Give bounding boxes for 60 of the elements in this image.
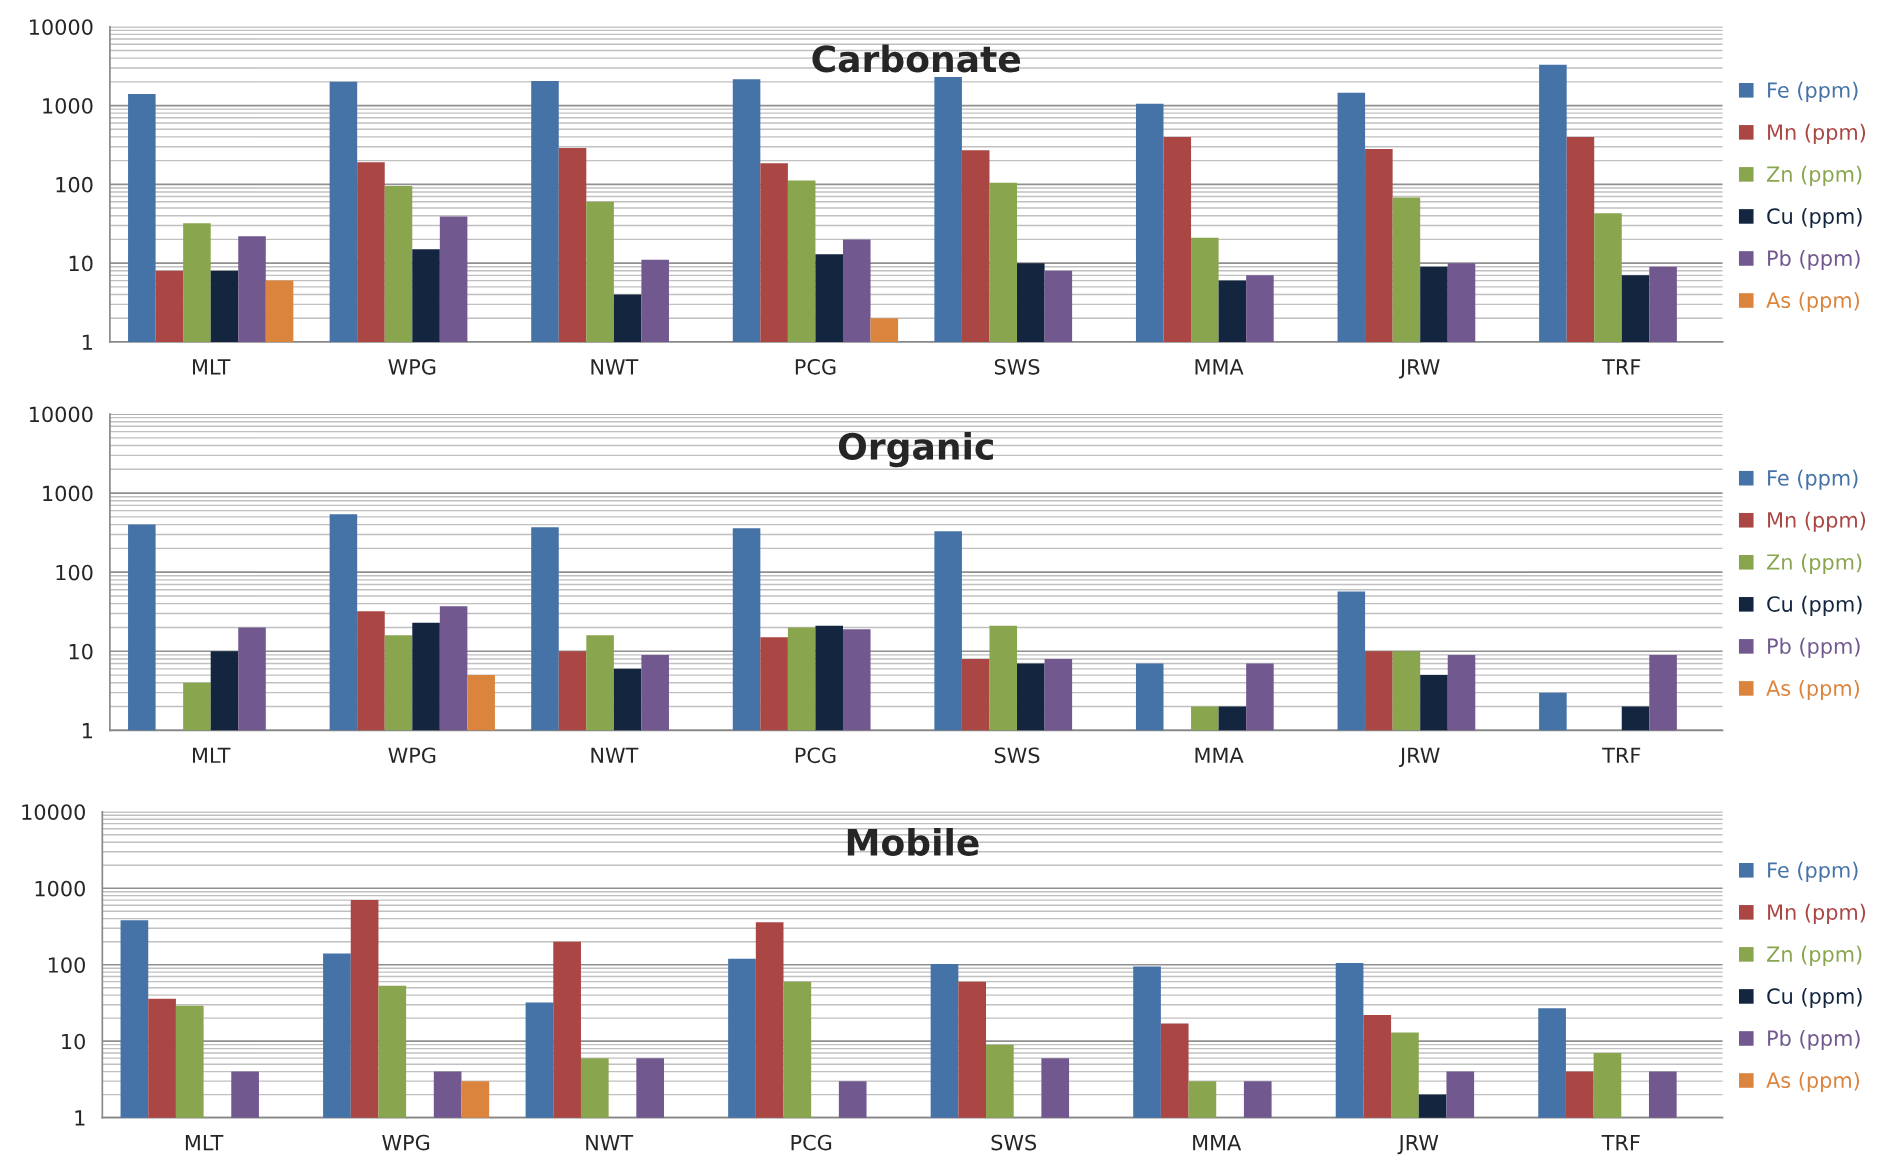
chart-title: Organic — [838, 432, 993, 468]
x-tick-label: PCG — [795, 358, 836, 375]
x-tick-label: WPG — [388, 747, 436, 764]
legend-label: Zn (ppm) — [1767, 945, 1862, 967]
x-tick-label: MMA — [1195, 747, 1244, 763]
x-tick-label: MMA — [1195, 359, 1244, 375]
legend-label: Mn (ppm) — [1768, 123, 1866, 144]
legend-label: Cu (ppm) — [1767, 595, 1862, 616]
y-tick-label: 10 — [69, 643, 93, 660]
legend-label: As (ppm) — [1766, 679, 1859, 701]
x-tick-label: WPG — [382, 1134, 430, 1151]
chart-title: Mobile — [847, 828, 979, 856]
text: Fe (ppm) — [1768, 861, 1858, 882]
x-tick-label: JRW — [1397, 1134, 1439, 1155]
y-tick-label: 1000 — [35, 880, 85, 897]
y-tick-label: 10000 — [22, 804, 85, 820]
y-tick-label: 10 — [69, 255, 93, 272]
y-tick-label: 100 — [48, 957, 85, 973]
x-tick-label: SWS — [994, 358, 1040, 375]
x-tick-label: MLT — [193, 359, 231, 375]
x-tick-label: MMA — [1193, 1134, 1242, 1151]
y-tick-label: 10000 — [29, 406, 93, 423]
legend-label: Cu (ppm) — [1767, 987, 1862, 1009]
legend-label: Pb (ppm) — [1768, 249, 1860, 271]
x-tick-label: TRF — [1601, 1134, 1640, 1151]
x-tick-label: JRW — [1398, 747, 1440, 768]
x-tick-label: MLT — [185, 1134, 224, 1151]
y-tick-label: 10000 — [29, 19, 93, 35]
x-tick-label: NWT — [586, 1134, 634, 1151]
y-tick-label: 10 — [62, 1033, 85, 1050]
text: Fe (ppm) — [1768, 469, 1858, 490]
x-tick-label: SWS — [991, 1134, 1037, 1151]
x-tick-label: WPG — [388, 358, 436, 375]
y-tick-label: 1 — [82, 723, 93, 739]
legend-label: Cu (ppm) — [1767, 207, 1862, 229]
legend-label: Mn (ppm) — [1768, 511, 1866, 532]
legend-label: Zn (ppm) — [1766, 553, 1862, 574]
legend-label: Zn (ppm) — [1766, 165, 1862, 186]
x-tick-label: NWT — [591, 747, 639, 763]
x-tick-label: PCG — [795, 747, 836, 764]
y-tick-label: 100 — [56, 176, 93, 193]
y-tick-label: 100 — [56, 564, 93, 581]
x-tick-label: JRW — [1398, 359, 1440, 379]
y-tick-label: 1000 — [43, 485, 93, 502]
legend-label: As (ppm) — [1766, 291, 1859, 313]
chart-title: Carbonate — [812, 44, 1021, 73]
y-tick-label: 1 — [82, 334, 93, 350]
y-tick-label: 1 — [75, 1110, 85, 1126]
x-tick-label: NWT — [591, 359, 639, 375]
x-tick-label: SWS — [994, 747, 1040, 764]
x-tick-label: TRF — [1602, 359, 1641, 375]
legend-label: Pb (ppm) — [1768, 1029, 1860, 1051]
legend-label: Mn (ppm) — [1768, 903, 1866, 924]
y-tick-label: 1000 — [43, 98, 93, 114]
legend-label: Fe (ppm) — [1768, 81, 1858, 102]
x-tick-label: PCG — [791, 1134, 832, 1151]
legend-label: Pb (ppm) — [1768, 637, 1860, 658]
x-tick-label: TRF — [1602, 747, 1641, 763]
legend-label: As (ppm) — [1766, 1071, 1860, 1093]
x-tick-label: MLT — [193, 747, 231, 763]
